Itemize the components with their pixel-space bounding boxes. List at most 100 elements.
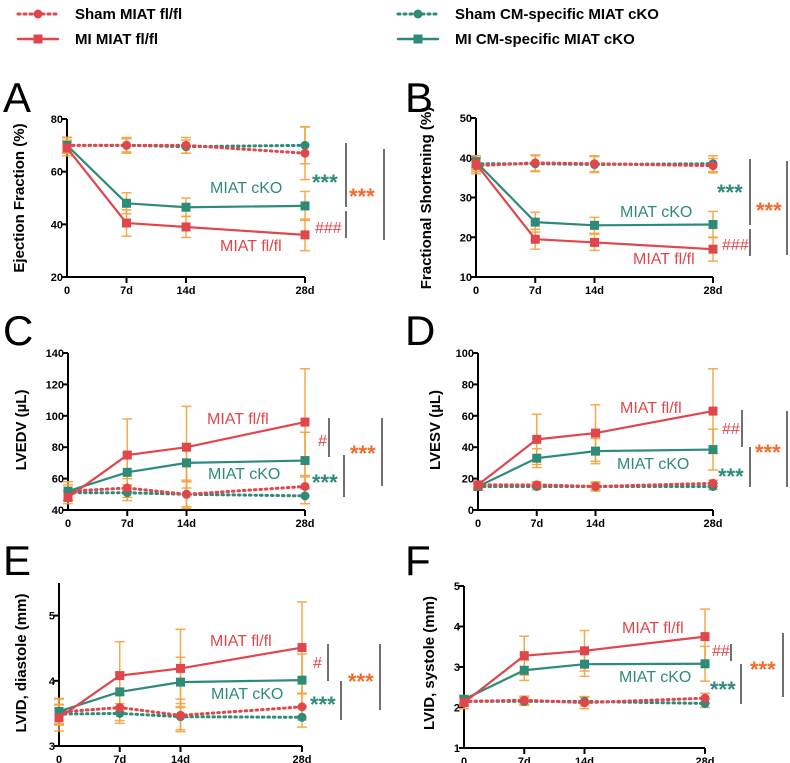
data-point: [300, 140, 310, 150]
series-label-cko: MIAT cKO: [210, 180, 282, 197]
x-tick-label: 28d: [293, 754, 312, 763]
series-label-fl: MIAT fl/fl: [220, 238, 282, 255]
data-point: [176, 710, 185, 720]
series-line: [66, 459, 307, 493]
series-line: [65, 143, 307, 155]
data-point: [54, 706, 64, 716]
y-tick-label: 30: [460, 193, 472, 205]
data-point: [300, 456, 310, 466]
x-tick-label: 0: [65, 518, 71, 530]
data-point: [591, 446, 600, 456]
panel-letter: A: [3, 74, 31, 121]
data-point: [708, 161, 718, 171]
y-tick-label: 2: [454, 703, 460, 715]
x-tick-label: 0: [461, 756, 467, 763]
panel-c: C 40 60 80 100 120 140 0 7d 14d 28d LVEDV (µL) MIAT …: [3, 307, 383, 530]
series-line: [66, 484, 307, 496]
series-line: [476, 409, 715, 486]
y-tick-label: 60: [51, 167, 63, 179]
data-point: [459, 698, 469, 708]
significance-fl: ###: [722, 237, 749, 254]
legend-item: MI MIAT fl/fl: [16, 31, 158, 48]
series-line: [474, 162, 715, 251]
series-line: [57, 711, 304, 719]
data-point: [300, 417, 310, 427]
data-point: [122, 467, 132, 477]
y-tick-label: 40: [462, 442, 474, 454]
y-tick-label: 120: [46, 379, 64, 391]
panel-f: F 1 2 3 4 5 0 7d 14d 28d LVID, systole (mm) MIAT fl…: [405, 537, 784, 763]
y-tick-label: 5: [49, 611, 55, 623]
data-point: [300, 491, 310, 501]
x-tick-label: 7d: [120, 285, 133, 297]
data-point: [297, 702, 307, 712]
data-point: [54, 713, 64, 723]
significance-overall: ***: [350, 441, 376, 466]
data-point: [473, 480, 483, 490]
legend-label: Sham CM-specific MIAT cKO: [455, 6, 659, 23]
legend-square-marker: [33, 34, 43, 44]
x-tick-label: 7d: [529, 285, 542, 297]
data-point: [471, 159, 481, 169]
panel-letter: B: [405, 74, 433, 121]
y-tick-label: 4: [454, 622, 461, 634]
y-tick-label: 140: [46, 348, 64, 360]
data-point: [708, 445, 718, 455]
y-tick-label: 40: [51, 219, 63, 231]
x-tick-label: 28d: [296, 518, 315, 530]
panel-letter: E: [3, 537, 31, 584]
series-line: [474, 161, 715, 168]
y-tick-label: 0: [468, 505, 474, 517]
data-point: [708, 406, 718, 416]
panel-letter: C: [3, 307, 33, 354]
y-tick-label: 100: [456, 348, 474, 360]
y-tick-label: 20: [462, 474, 474, 486]
series-label-cko: MIAT cKO: [211, 686, 283, 703]
data-point: [297, 643, 307, 653]
data-point: [122, 140, 131, 150]
x-tick-label: 0: [64, 285, 70, 297]
data-point: [580, 659, 589, 669]
data-point: [580, 646, 589, 656]
data-point: [297, 712, 307, 722]
data-point: [182, 442, 191, 452]
x-tick-label: 14d: [575, 756, 594, 763]
y-tick-label: 5: [454, 581, 460, 593]
legend-square-marker: [413, 34, 423, 44]
series-label-fl: MIAT fl/fl: [622, 620, 684, 637]
significance-cko: ***: [312, 470, 338, 495]
y-axis-label: LVID, diastole (mm): [13, 594, 30, 733]
significance-overall: ***: [349, 184, 375, 209]
data-point: [700, 632, 710, 642]
x-tick-label: 7d: [518, 756, 531, 763]
panel-letter: F: [405, 537, 431, 584]
data-point: [519, 695, 529, 705]
legend-label: MI CM-specific MIAT cKO: [455, 31, 635, 48]
data-point: [62, 143, 72, 153]
y-tick-label: 20: [460, 232, 472, 244]
series-label-cko: MIAT cKO: [619, 669, 691, 686]
data-point: [519, 665, 529, 675]
y-axis-label: Fractional Shortening (%): [418, 107, 435, 290]
x-tick-label: 28d: [696, 756, 715, 763]
x-tick-label: 28d: [296, 285, 315, 297]
data-point: [708, 478, 718, 488]
panel-e: E 3 4 5 0 7d 14d 28d LVID, diastole (mm) MIAT fl/…: [3, 537, 381, 763]
x-tick-label: 7d: [121, 518, 134, 530]
data-point: [297, 675, 307, 685]
legend-item: Sham CM-specific MIAT cKO: [396, 6, 659, 23]
y-tick-label: 80: [51, 114, 63, 126]
x-tick-label: 14d: [171, 754, 190, 763]
significance-cko: ***: [310, 692, 336, 717]
series-label-cko: MIAT cKO: [620, 204, 692, 221]
data-point: [700, 659, 710, 669]
data-point: [122, 450, 132, 460]
x-tick-label: 7d: [530, 518, 543, 530]
data-point: [63, 492, 73, 502]
significance-overall: ***: [348, 669, 374, 694]
series-label-fl: MIAT fl/fl: [620, 400, 682, 417]
data-point: [591, 428, 600, 438]
x-tick-label: 28d: [704, 285, 723, 297]
y-tick-label: 4: [49, 676, 56, 688]
data-point: [115, 687, 125, 697]
